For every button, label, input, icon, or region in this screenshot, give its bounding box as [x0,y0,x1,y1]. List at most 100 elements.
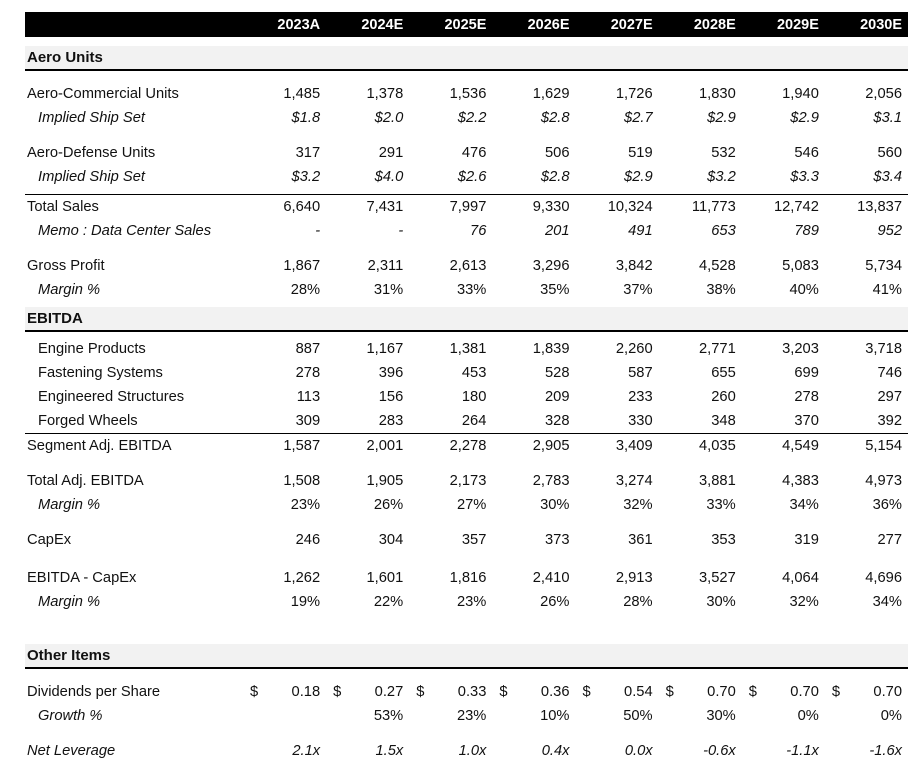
cell-value: 4,973 [865,473,902,489]
cell-value: - [398,223,404,239]
cell-value: 7,431 [366,199,404,215]
cell-value: 34% [789,497,819,513]
cell-value: 2,410 [532,570,570,586]
cell-value: 28% [290,282,321,298]
section-title: Aero Units [27,49,103,66]
table-row: Aero-Commercial Units 1,485 1,378 1,536 1,62… [25,82,908,106]
cell-value: 2.1x [292,743,321,759]
cell-value: -0.6x [703,743,736,759]
cell-value: 28% [623,594,653,610]
cell-value: 5,083 [782,258,819,274]
cell-value: 36% [872,497,902,513]
cell-value: 30% [540,497,570,513]
cell-value: $2.8 [540,110,570,126]
cell-value: 2,905 [532,438,570,454]
column-header: 2026E [527,16,570,33]
cell-value: 587 [628,365,653,381]
cell-value: 1,536 [449,86,487,102]
cell: $0.70 [659,684,742,700]
cell-value: 2,771 [698,341,736,357]
cell-value: 23% [456,708,487,724]
spacer [25,728,908,739]
spacer [25,71,908,82]
table-row: Margin % 19% 22% 23% 26% 28% 30% 32% 34% [25,590,908,614]
cell-value: 22% [373,594,404,610]
table-row: CapEx 246 304 357 373 361 353 319 277 [25,528,908,552]
table-row: Aero-Defense Units 317 291 476 506 519 532 546 5… [25,141,908,165]
column-header: 2023A [277,16,321,33]
cell-value: 653 [711,223,736,239]
cell-value: 0.70 [873,684,902,700]
cell-value: 5,154 [865,438,902,454]
row-label: Memo : Data Center Sales [38,223,212,239]
cell-value: 1,816 [449,570,487,586]
spacer [25,552,908,566]
dollar-sign: $ [416,684,425,700]
cell-value: 3,842 [615,258,653,274]
cell-value: 297 [877,389,902,405]
cell-value: 353 [711,532,736,548]
cell-value: 9,330 [532,199,570,215]
cell-value: 209 [544,389,570,405]
table-row: Gross Profit 1,867 2,311 2,613 3,296 3,842 4,5… [25,254,908,278]
column-header: 2028E [693,16,736,33]
cell-value: 30% [706,594,736,610]
cell-value: 357 [461,532,487,548]
cell-value: 10% [540,708,570,724]
cell-value: 11,773 [691,199,736,215]
cell-value: 201 [544,223,570,239]
table-row: Memo : Data Center Sales - - 76 201 491 653 789… [25,219,908,243]
cell-value: 156 [378,389,404,405]
cell-value: 26% [540,594,570,610]
section-header-row: EBITDA [25,307,908,332]
cell-value: 4,528 [698,258,736,274]
spacer [25,243,908,254]
cell-value: $2.9 [707,110,736,126]
cell-value: $2.7 [624,110,653,126]
cell-value: 887 [295,341,321,357]
dollar-sign: $ [499,684,508,700]
cell-value: 2,056 [865,86,902,102]
cell: $0.36 [492,684,575,700]
column-header: 2024E [361,16,404,33]
row-label: Margin % [38,594,101,610]
row-label: Gross Profit [27,258,105,274]
cell-value: 3,527 [698,570,736,586]
cell-value: 5,734 [865,258,902,274]
cell-value: 53% [373,708,404,724]
cell-value: - [315,223,321,239]
dollar-sign: $ [665,684,674,700]
cell-value: 532 [711,145,736,161]
dollar-sign: $ [582,684,591,700]
cell-value: 330 [628,413,653,429]
dollar-sign: $ [831,684,841,700]
cell-value: 0.18 [291,684,321,700]
cell-value: 2,001 [366,438,404,454]
section-header-row: Aero Units [25,46,908,71]
table-row: Growth % 53% 23% 10% 50% 30% 0% 0% [25,704,908,728]
cell-value: 328 [544,413,570,429]
cell-value: 655 [711,365,736,381]
cell-value: 233 [628,389,653,405]
cell-value: 283 [378,413,404,429]
cell-value: 0.0x [624,743,653,759]
cell-value: 373 [544,532,570,548]
row-label: Dividends per Share [27,684,161,700]
cell-value: 1,508 [283,473,321,489]
cell-value: 0.27 [374,684,404,700]
cell-value: 3,881 [698,473,736,489]
table-row: Implied Ship Set $3.2 $4.0 $2.6 $2.8 $2.9 $3.2… [25,165,908,189]
cell-value: $2.9 [790,110,819,126]
cell-value: 35% [540,282,570,298]
cell-value: $2.0 [374,110,404,126]
cell-value: 7,997 [449,199,487,215]
cell-value: 2,783 [532,473,570,489]
cell-value: 38% [706,282,736,298]
cell-value: 2,260 [615,341,653,357]
row-label: Margin % [38,282,101,298]
cell-value: $3.2 [291,169,321,185]
row-label: Segment Adj. EBITDA [27,438,172,454]
cell-value: 4,383 [782,473,819,489]
cell-value: 30% [706,708,736,724]
cell-value: 952 [877,223,902,239]
